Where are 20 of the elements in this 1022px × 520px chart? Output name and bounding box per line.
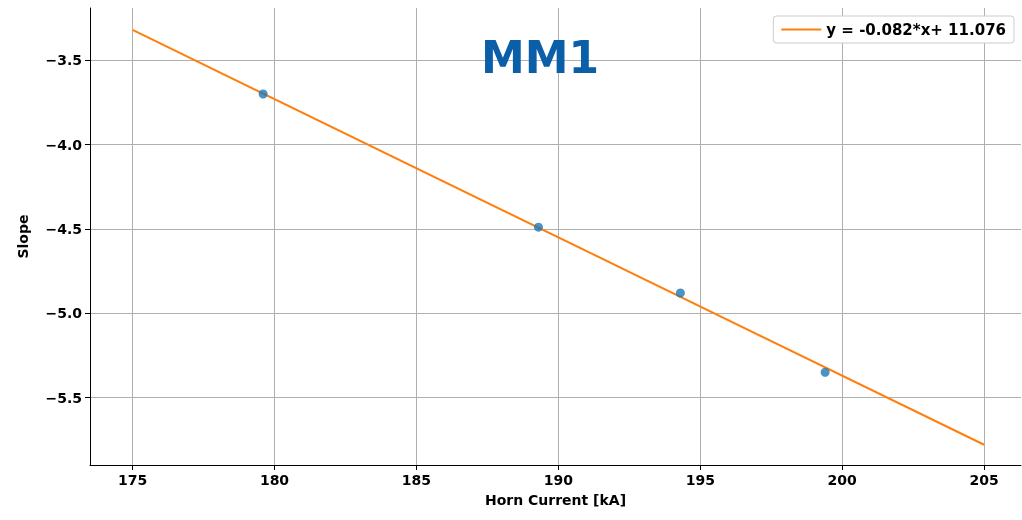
- x-tick-label: 185: [401, 472, 432, 488]
- x-axis-title: Horn Current [kA]: [484, 492, 627, 508]
- legend-label: y = -0.082*x+ 11.076: [826, 20, 1006, 39]
- x-tick-label: 180: [259, 472, 290, 488]
- y-tick-label: −4.0: [45, 136, 83, 153]
- x-tick-label: 175: [117, 472, 148, 488]
- x-tick-label: 195: [685, 472, 715, 488]
- point: [675, 288, 685, 298]
- point: [258, 89, 268, 99]
- y-tick-label: −5.0: [45, 305, 83, 322]
- point: [820, 367, 830, 377]
- x-tick-label: 205: [969, 472, 999, 488]
- text: MM1: [480, 31, 600, 83]
- x-tick-label: 190: [543, 472, 574, 488]
- y-axis-title: Slope: [15, 214, 31, 259]
- y-tick-label: −3.5: [45, 52, 82, 69]
- point: [533, 222, 543, 232]
- x-tick-label: 200: [827, 472, 858, 488]
- y-tick-label: −5.5: [45, 389, 82, 406]
- y-tick-label: −4.5: [45, 220, 82, 237]
